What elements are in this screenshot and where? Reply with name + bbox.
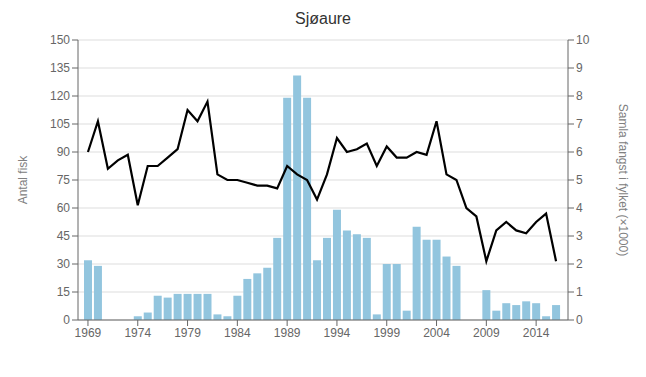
svg-text:1974: 1974	[124, 326, 151, 340]
svg-text:3: 3	[576, 229, 583, 243]
svg-text:2: 2	[576, 257, 583, 271]
svg-text:7: 7	[576, 117, 583, 131]
svg-text:1969: 1969	[75, 326, 102, 340]
svg-text:4: 4	[576, 201, 583, 215]
svg-text:6: 6	[576, 145, 583, 159]
svg-text:Antal fisk: Antal fisk	[16, 155, 30, 205]
svg-text:10: 10	[576, 33, 590, 47]
svg-text:75: 75	[57, 173, 71, 187]
svg-text:15: 15	[57, 285, 71, 299]
svg-text:105: 105	[50, 117, 70, 131]
svg-text:5: 5	[576, 173, 583, 187]
svg-text:120: 120	[50, 89, 70, 103]
svg-text:0: 0	[576, 313, 583, 327]
svg-text:2004: 2004	[423, 326, 450, 340]
svg-text:150: 150	[50, 33, 70, 47]
svg-text:0: 0	[63, 313, 70, 327]
svg-text:90: 90	[57, 145, 71, 159]
svg-text:135: 135	[50, 61, 70, 75]
html-text:Sjøaure: Sjøaure	[295, 10, 351, 27]
svg-text:1994: 1994	[324, 326, 351, 340]
svg-text:1: 1	[576, 285, 583, 299]
svg-text:1979: 1979	[174, 326, 201, 340]
svg-text:2014: 2014	[523, 326, 550, 340]
svg-text:30: 30	[57, 257, 71, 271]
svg-text:45: 45	[57, 229, 71, 243]
svg-text:1984: 1984	[224, 326, 251, 340]
svg-text:Samla fangst i fylket (×1000): Samla fangst i fylket (×1000)	[616, 104, 630, 256]
svg-text:9: 9	[576, 61, 583, 75]
svg-text:2009: 2009	[473, 326, 500, 340]
svg-text:8: 8	[576, 89, 583, 103]
svg-text:60: 60	[57, 201, 71, 215]
svg-text:1999: 1999	[373, 326, 400, 340]
svg-text:1989: 1989	[274, 326, 301, 340]
